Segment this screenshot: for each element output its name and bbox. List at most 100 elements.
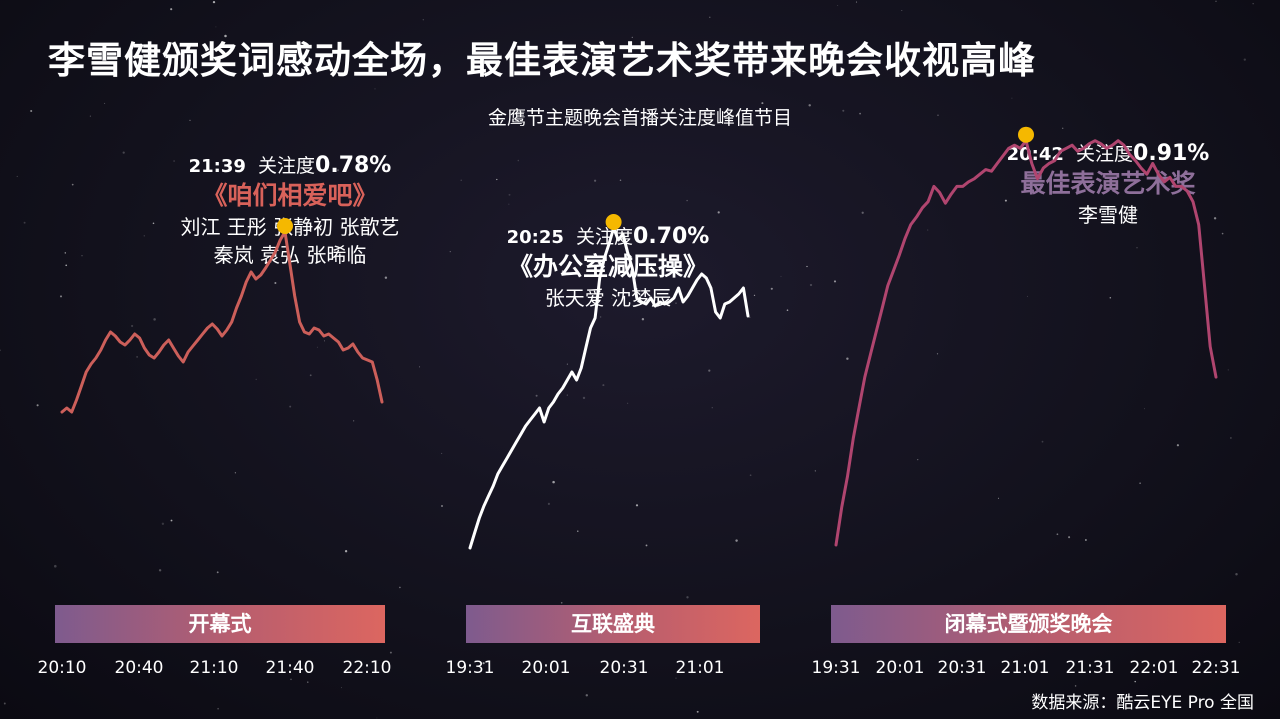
peak-marker-internet: [605, 214, 622, 230]
peak-time: 21:39: [188, 156, 246, 177]
star: [997, 497, 1000, 499]
star: [566, 394, 568, 396]
star: [1215, 0, 1217, 2]
x-tick-label-internet: 21:01: [675, 658, 725, 678]
star: [1243, 58, 1246, 61]
star: [577, 530, 579, 532]
star: [582, 396, 586, 400]
star: [786, 309, 789, 312]
star: [71, 183, 74, 186]
star: [64, 252, 67, 254]
x-tick-label-closing: 22:31: [1191, 658, 1241, 678]
peak-metric-label: 关注度: [1076, 143, 1134, 165]
star: [352, 252, 355, 255]
star: [104, 102, 106, 104]
star: [255, 378, 257, 381]
star: [81, 255, 83, 257]
star: [1061, 127, 1064, 130]
peak-program: 最佳表演艺术奖: [1020, 169, 1196, 198]
star: [806, 265, 808, 268]
star: [675, 302, 677, 304]
star: [234, 472, 237, 474]
chart-name-banner-internet: 互联盛典: [466, 605, 760, 643]
star: [711, 407, 713, 409]
star: [143, 235, 145, 237]
star: [780, 275, 782, 277]
star: [316, 346, 318, 348]
star: [535, 394, 538, 397]
star: [376, 717, 378, 719]
star: [336, 169, 340, 172]
peak-time: 20:25: [506, 227, 564, 248]
star: [290, 678, 292, 681]
star: [753, 294, 756, 297]
star: [307, 681, 309, 683]
series-line-closing: [834, 139, 1218, 547]
star: [641, 318, 645, 321]
star: [761, 102, 764, 105]
star: [833, 280, 837, 283]
star: [686, 199, 688, 202]
star: [1238, 641, 1240, 644]
star: [797, 61, 800, 63]
star: [611, 297, 613, 299]
star: [645, 544, 648, 547]
star: [422, 19, 424, 21]
star: [585, 694, 588, 697]
x-tick-label-closing: 19:31: [811, 658, 861, 678]
star: [846, 357, 849, 360]
star: [1026, 295, 1028, 297]
star: [560, 601, 563, 604]
star: [859, 112, 861, 115]
star: [217, 707, 219, 710]
star: [508, 193, 511, 196]
x-tick-label-opening: 20:40: [114, 658, 164, 678]
star: [0, 349, 2, 352]
star: [631, 36, 633, 39]
star: [602, 384, 605, 387]
star: [1252, 3, 1254, 5]
star: [30, 109, 33, 113]
x-tick-label-internet: 20:31: [599, 658, 649, 678]
star: [216, 571, 219, 574]
star: [1011, 97, 1013, 99]
star: [122, 151, 125, 154]
star: [840, 54, 843, 56]
star: [547, 502, 550, 505]
star: [344, 550, 348, 553]
peak-metric-label: 关注度: [576, 226, 634, 248]
star: [131, 324, 134, 328]
chart-name-banner-opening: 开幕式: [55, 605, 385, 643]
star: [619, 179, 622, 181]
chart-name-banner-closing: 闭幕式暨颁奖晚会: [831, 605, 1226, 643]
star: [170, 8, 173, 11]
star: [23, 221, 26, 224]
star: [809, 283, 813, 287]
page-title: 李雪健颁奖词感动全场，最佳表演艺术奖带来晚会收视高峰: [48, 39, 1036, 82]
star: [842, 109, 845, 112]
star: [562, 52, 565, 56]
peak-program: 《办公室减压操》: [507, 252, 708, 281]
star: [837, 5, 839, 7]
star: [917, 458, 919, 461]
star: [1227, 369, 1229, 371]
star: [591, 111, 594, 114]
star: [808, 104, 811, 107]
peak-annotation-internet: 20:25 关注度0.70% 《办公室减压操》 张天爱 沈梦辰: [408, 225, 808, 312]
star: [1136, 247, 1138, 249]
star: [770, 287, 773, 290]
star: [16, 175, 18, 177]
star: [161, 522, 165, 525]
star: [36, 404, 39, 407]
star: [1056, 533, 1059, 536]
star: [1230, 437, 1232, 439]
peak-value: 0.70%: [633, 224, 710, 249]
star: [635, 504, 639, 507]
star: [1139, 482, 1141, 484]
star: [389, 651, 392, 654]
x-tick-label-internet: 20:01: [521, 658, 571, 678]
star: [441, 505, 443, 507]
star: [855, 1, 858, 3]
star: [238, 218, 239, 220]
